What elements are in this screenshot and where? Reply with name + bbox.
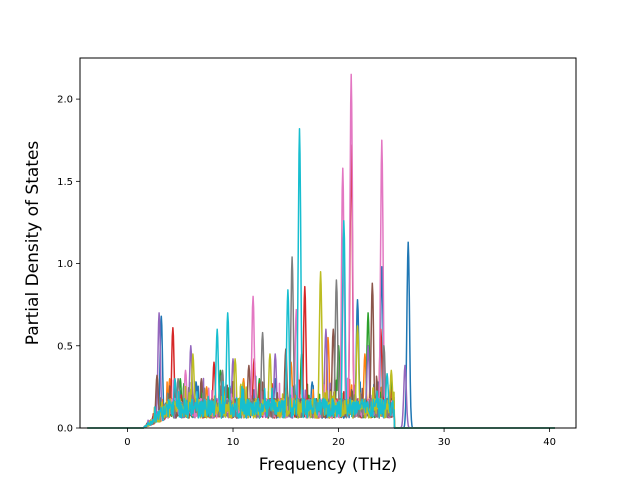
y-tick-label: 0.5 — [57, 341, 73, 352]
x-tick-label: 10 — [227, 437, 240, 448]
x-tick-label: 0 — [124, 437, 130, 448]
x-tick-label: 30 — [438, 437, 451, 448]
plot-frame — [79, 57, 577, 429]
x-axis-label: Frequency (THz) — [259, 455, 398, 475]
plot-lines — [87, 73, 556, 429]
y-tick-label: 2.0 — [57, 95, 73, 106]
y-tick-label: 0.0 — [57, 424, 73, 435]
y-tick-label: 1.5 — [57, 177, 73, 188]
x-tick-label: 40 — [543, 437, 556, 448]
x-tick-label: 20 — [332, 437, 345, 448]
x-axis-ticks: 0 10 20 30 40 — [124, 428, 556, 448]
y-axis-label: Partial Density of States — [23, 141, 43, 346]
y-tick-label: 1.0 — [57, 259, 73, 270]
y-axis-ticks: 0.0 0.5 1.0 1.5 2.0 — [57, 95, 80, 435]
